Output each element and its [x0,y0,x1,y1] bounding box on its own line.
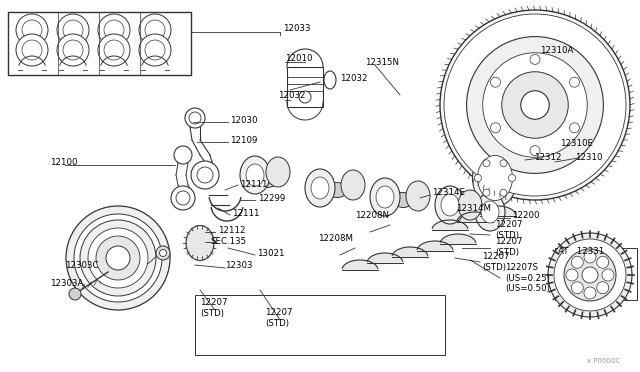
Circle shape [159,250,166,257]
Text: 12207
(STD): 12207 (STD) [495,237,522,257]
Text: 12207
(STD): 12207 (STD) [495,220,522,240]
Ellipse shape [341,170,365,200]
Circle shape [548,233,632,317]
Text: 12032: 12032 [340,74,367,83]
Circle shape [88,228,148,288]
Ellipse shape [305,169,335,207]
Circle shape [57,14,89,46]
Circle shape [176,191,190,205]
Ellipse shape [324,71,336,89]
Circle shape [145,20,165,40]
Text: 12207
(STD): 12207 (STD) [265,308,292,328]
Circle shape [80,220,156,296]
Circle shape [530,54,540,64]
Circle shape [582,267,598,283]
Circle shape [104,20,124,40]
Circle shape [570,123,579,133]
Text: 12112: 12112 [218,225,246,234]
Ellipse shape [370,178,400,216]
Text: 12303: 12303 [225,262,253,270]
Circle shape [500,189,507,196]
Text: 12312: 12312 [534,153,561,161]
Circle shape [509,174,515,182]
Text: 12299: 12299 [258,193,285,202]
Circle shape [483,160,490,167]
Text: 12315N: 12315N [365,58,399,67]
Circle shape [74,214,162,302]
Text: x P0000C: x P0000C [587,358,620,364]
Bar [555,248,637,300]
Circle shape [191,161,219,189]
Circle shape [98,34,130,66]
Text: 12314E: 12314E [432,187,465,196]
Ellipse shape [240,156,270,194]
Circle shape [596,256,609,268]
Text: 12033: 12033 [283,23,310,32]
Circle shape [197,167,213,183]
Text: 12111: 12111 [240,180,268,189]
Text: 12010: 12010 [285,54,312,62]
Circle shape [299,91,311,103]
Circle shape [106,246,130,270]
Circle shape [530,145,540,155]
Circle shape [171,186,195,210]
Text: 12303A: 12303A [50,279,83,289]
Circle shape [57,34,89,66]
Circle shape [500,160,507,167]
Circle shape [96,236,140,280]
Text: 12310A: 12310A [540,45,573,55]
Circle shape [174,146,192,164]
Circle shape [63,20,83,40]
Bar [8,12,191,75]
Text: 12310: 12310 [575,153,602,161]
Circle shape [502,72,568,138]
Ellipse shape [441,194,459,216]
Text: AT   12331: AT 12331 [558,247,604,257]
Ellipse shape [472,149,518,207]
Ellipse shape [406,181,430,211]
Text: 12032: 12032 [278,90,305,99]
Circle shape [189,112,201,124]
Text: 12207
(STD): 12207 (STD) [482,252,509,272]
Ellipse shape [450,199,470,215]
Circle shape [584,251,596,263]
Circle shape [16,34,48,66]
Circle shape [566,269,578,281]
Circle shape [139,34,171,66]
Ellipse shape [246,164,264,186]
Circle shape [63,40,83,60]
Text: 12310E: 12310E [560,138,593,148]
Circle shape [474,174,481,182]
Circle shape [139,14,171,46]
Ellipse shape [393,192,413,208]
Circle shape [570,77,579,87]
Circle shape [185,108,205,128]
Circle shape [104,40,124,60]
Text: 12100: 12100 [50,157,77,167]
Ellipse shape [477,155,513,201]
Circle shape [564,249,616,301]
Bar [195,295,445,355]
Circle shape [596,282,609,294]
Ellipse shape [458,190,482,220]
Circle shape [69,288,81,300]
Text: 12208N: 12208N [355,211,389,219]
Text: 12303C: 12303C [65,262,99,270]
Text: 12030: 12030 [230,115,257,125]
Text: 12207
(STD): 12207 (STD) [200,298,227,318]
Circle shape [467,36,604,173]
Circle shape [483,189,490,196]
Circle shape [483,53,588,157]
Circle shape [572,282,583,294]
Text: 12207S
(US=0.25)
(US=0.50): 12207S (US=0.25) (US=0.50) [505,263,550,293]
Text: SEC.135: SEC.135 [210,237,246,246]
Ellipse shape [475,193,505,231]
Circle shape [16,14,48,46]
Ellipse shape [257,173,277,187]
Circle shape [440,10,630,200]
Circle shape [22,40,42,60]
Text: 12208M: 12208M [318,234,353,243]
Circle shape [66,206,170,310]
Text: 12109: 12109 [230,135,257,144]
Circle shape [98,14,130,46]
